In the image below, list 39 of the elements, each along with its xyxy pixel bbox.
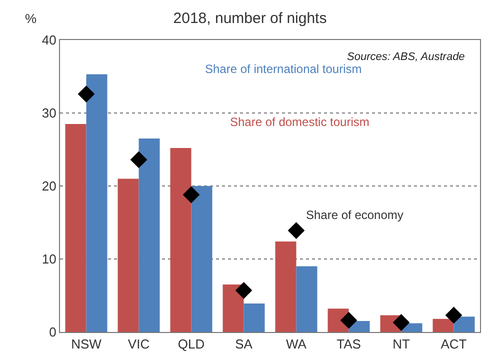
bar: [244, 304, 265, 332]
bar: [275, 241, 296, 332]
y-tick-label: 30: [42, 106, 56, 121]
bar: [296, 266, 318, 332]
text: Share of domestic tourism: [230, 115, 370, 129]
y-tick-label: 10: [42, 252, 56, 267]
x-tick-label: TAS: [336, 336, 362, 352]
bar: [65, 124, 86, 332]
bar: [118, 178, 139, 332]
y-axis-title: %: [25, 11, 37, 26]
chart-title: 2018, number of nights: [173, 10, 327, 28]
bar: [432, 318, 454, 332]
bar: [138, 138, 160, 332]
series-label: Share of economy: [306, 208, 404, 222]
point: [340, 312, 358, 329]
point: [392, 314, 410, 331]
bar: [86, 74, 108, 332]
bar: [191, 186, 212, 332]
point: [182, 186, 200, 204]
y-tick-label: 40: [42, 32, 56, 48]
point: [235, 282, 252, 299]
point: [445, 306, 462, 324]
annotation: Sources: ABS, Austrade: [347, 51, 465, 63]
point: [78, 86, 95, 102]
y-tick-label: 20: [42, 178, 56, 194]
point: [288, 222, 305, 239]
x-tick-label: NSW: [71, 336, 102, 352]
x-tick-label: SA: [235, 336, 253, 352]
x-tick-label: WA: [286, 336, 307, 352]
bar: [170, 148, 192, 332]
bar: [454, 316, 475, 332]
bar: [222, 284, 244, 332]
x-tick-label: QLD: [178, 336, 205, 352]
x-tick-label: VIC: [128, 336, 150, 352]
x-tick-label: NT: [392, 336, 410, 352]
x-tick-label: ACT: [440, 336, 467, 352]
point: [130, 151, 148, 168]
text: Share of international tourism: [205, 62, 362, 76]
y-tick-label: 0: [49, 324, 56, 340]
